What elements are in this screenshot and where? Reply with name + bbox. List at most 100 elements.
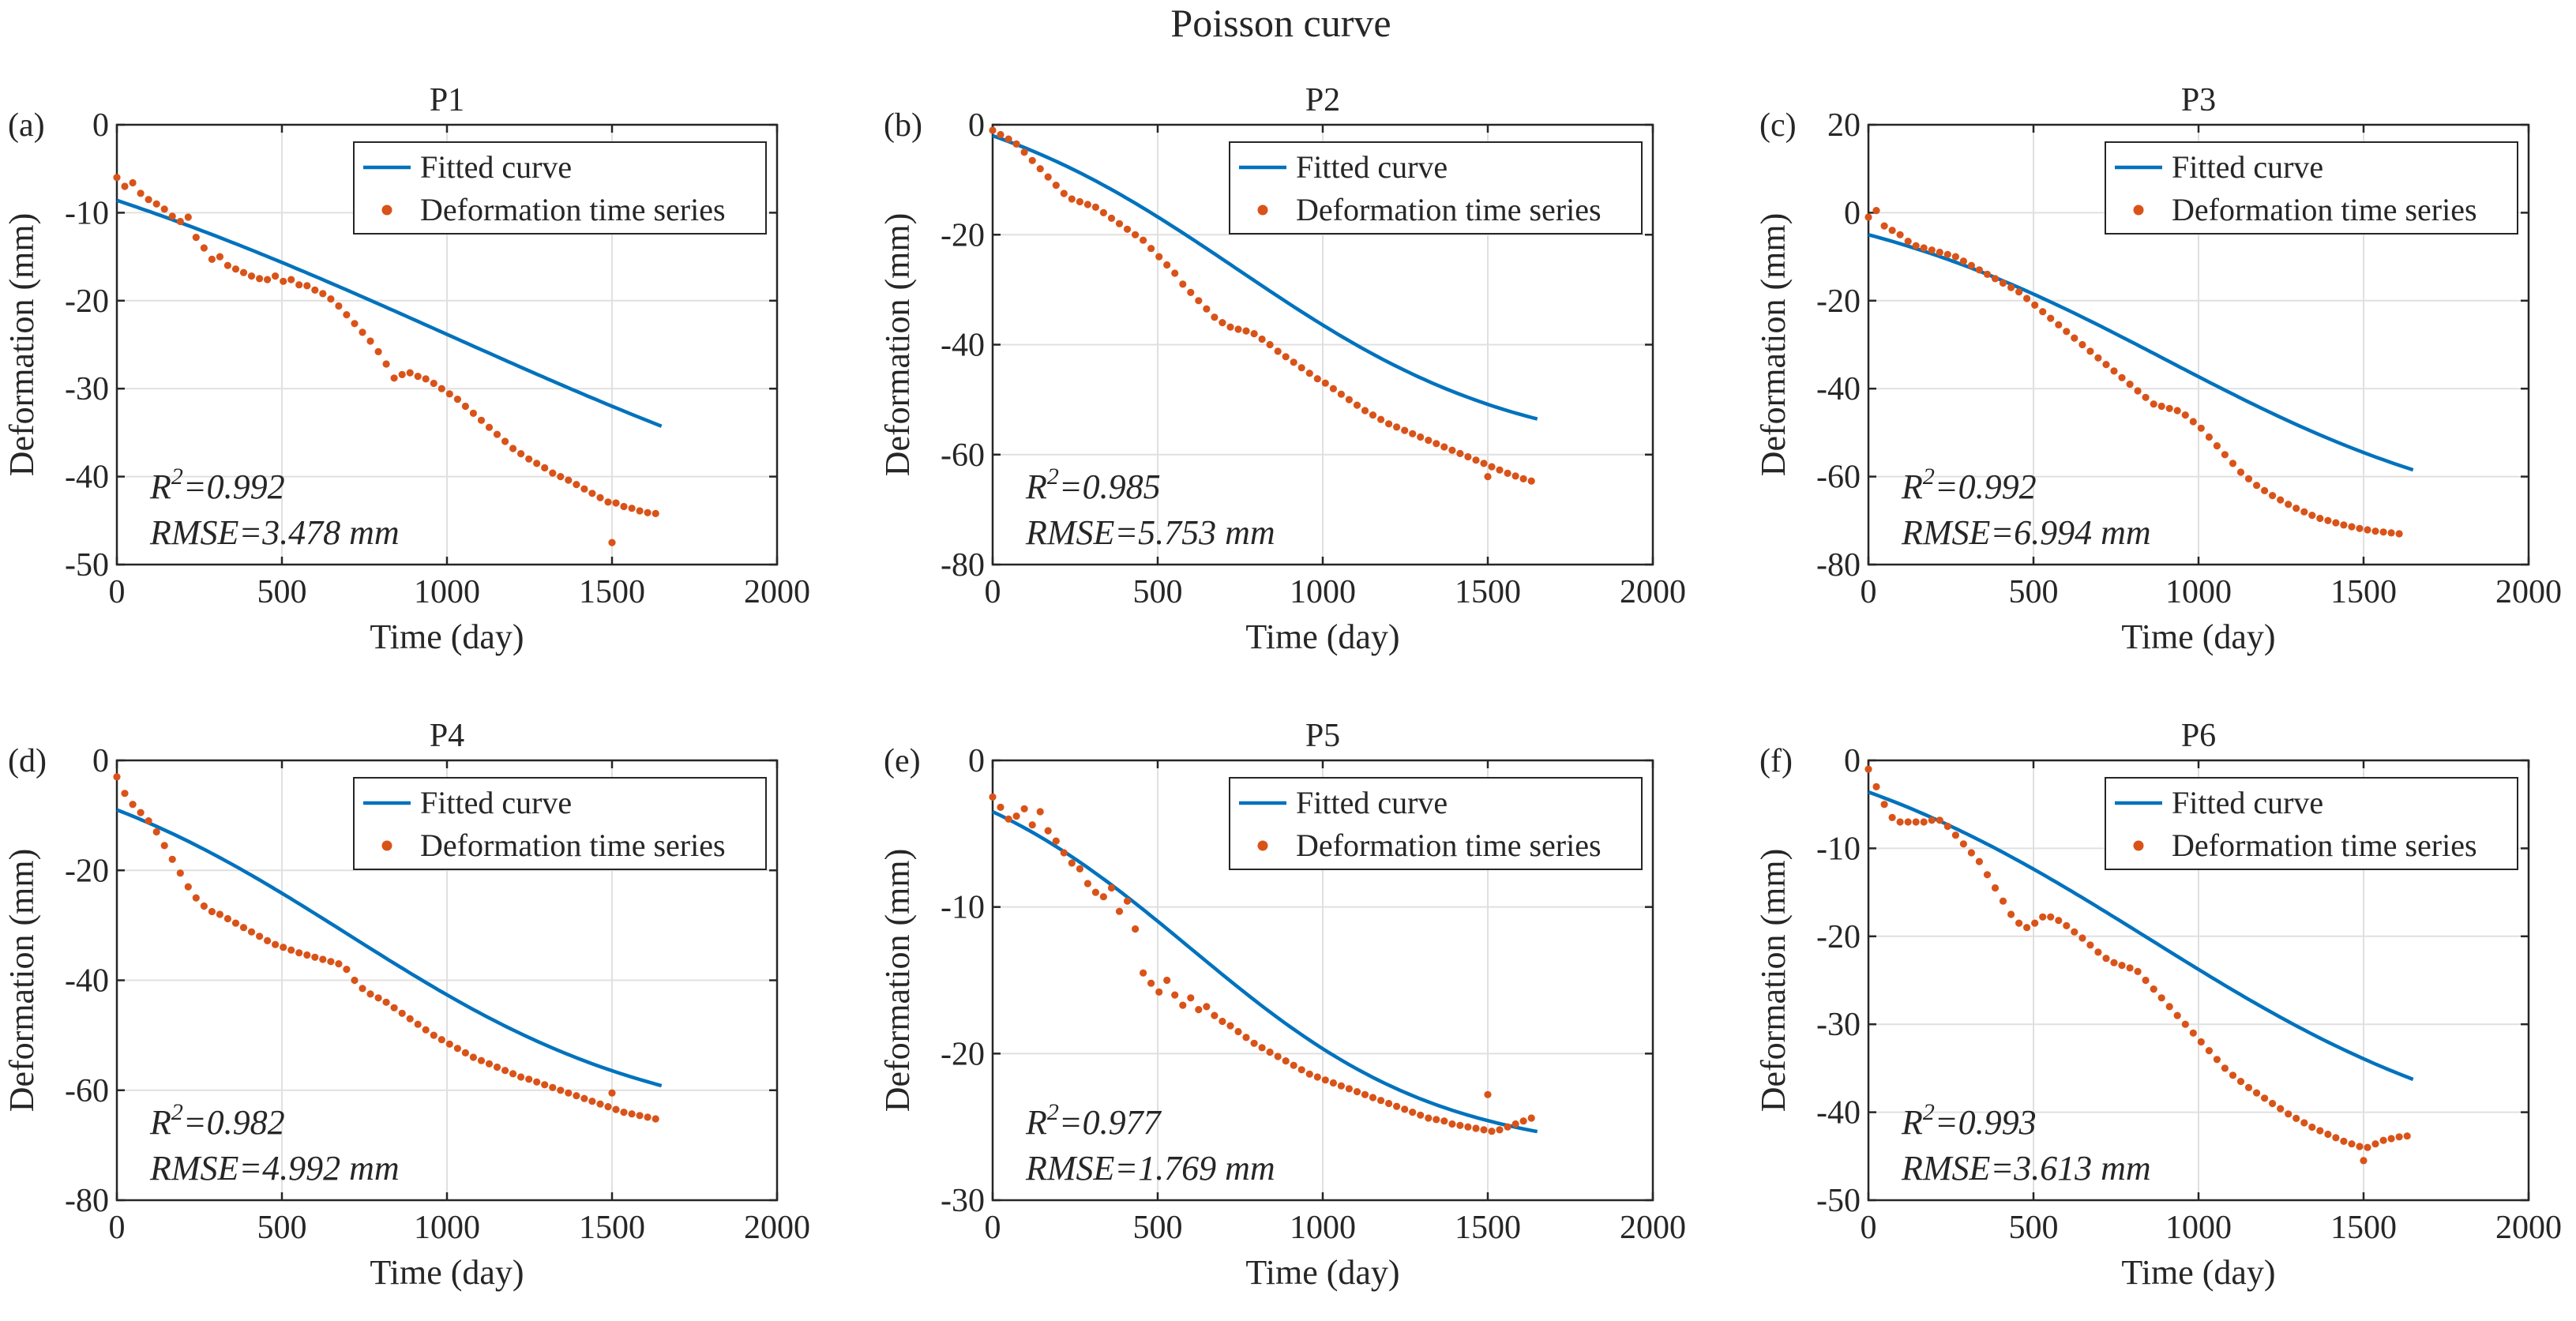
deformation-point [1417,1111,1425,1119]
deformation-point [1425,1114,1433,1122]
deformation-point [493,430,501,438]
deformation-point [1456,1121,1464,1129]
deformation-point [366,337,374,345]
deformation-point [200,244,208,252]
deformation-point [1163,261,1171,269]
deformation-point [612,499,620,507]
deformation-point [2395,530,2403,538]
deformation-point [2387,1135,2395,1143]
deformation-point [533,1078,541,1086]
deformation-point [272,272,280,280]
legend-fitted-label: Fitted curve [2172,149,2323,185]
deformation-point [1912,818,1920,826]
y-tick-label: -10 [941,890,985,926]
deformation-points [989,793,1535,1135]
deformation-point [588,1098,596,1105]
x-axis-label: Time (day) [1245,617,1399,656]
deformation-point [2269,492,2277,500]
deformation-point [1219,1017,1226,1026]
x-tick-label: 500 [257,1210,307,1246]
deformation-point [319,955,327,963]
deformation-point [573,1092,580,1100]
deformation-point [1266,340,1274,349]
deformation-point [1099,208,1107,216]
deformation-point [2102,361,2110,369]
deformation-point [652,1115,659,1123]
deformation-point [2157,402,2165,411]
deformation-point [295,949,303,957]
deformation-point [2086,347,2094,355]
deformation-point [1504,469,1511,478]
x-tick-label: 2000 [1620,1210,1686,1246]
deformation-point [2229,460,2237,467]
deformation-point [2031,919,2039,927]
deformation-point [445,390,453,398]
deformation-point [437,1036,445,1044]
deformation-point [1527,1114,1535,1122]
deformation-point [327,295,335,303]
x-tick-label: 2000 [744,574,810,610]
deformation-point [1099,893,1107,901]
deformation-point [1274,1053,1282,1060]
deformation-point [1187,994,1195,1002]
deformation-point [184,883,192,891]
deformation-point [335,960,343,968]
deformation-point [1361,407,1369,415]
deformation-point [1132,231,1140,238]
deformation-point [1297,364,1305,372]
deformation-point [2277,1105,2285,1113]
deformation-point [2118,962,2126,970]
deformation-point [280,944,287,951]
deformation-point [2047,314,2055,322]
deformation-point [137,190,145,197]
deformation-point [2356,1143,2364,1150]
deformation-point [1329,1079,1337,1087]
x-tick-label: 1500 [1455,1210,1521,1246]
deformation-point [2094,354,2102,362]
y-tick-label: -30 [65,371,109,407]
deformation-point [2126,381,2134,388]
deformation-point [1999,279,2007,287]
deformation-point [1036,165,1044,173]
deformation-point [1369,411,1377,419]
deformation-point [2332,1134,2340,1142]
deformation-point [2165,404,2173,412]
deformation-point [2007,283,2015,291]
y-tick-label: -30 [1816,1007,1861,1043]
deformation-point [1912,242,1920,250]
deformation-point [1951,253,1959,261]
deformation-point [1519,1117,1527,1125]
deformation-point [1140,236,1147,244]
deformation-point [303,951,311,959]
y-tick-label: -40 [65,460,109,496]
deformation-point [445,1040,453,1048]
deformation-point [1353,401,1361,409]
deformation-point [311,953,319,961]
x-tick-label: 1500 [579,574,645,610]
deformation-point [2047,913,2055,921]
deformation-point [1305,370,1313,377]
legend-fitted-label: Fitted curve [420,149,572,185]
deformation-point [1904,238,1912,246]
panel-title: P1 [430,82,464,118]
fitted-curve-line [992,133,1538,421]
deformation-point [374,347,382,355]
deformation-point [1115,220,1124,227]
deformation-point [2134,387,2142,395]
legend-observed-label: Deformation time series [420,192,726,227]
deformation-point [2332,519,2340,527]
y-axis-label: Deformation (mm) [1754,849,1793,1113]
r2-annotation: R2=0.985 [1025,463,1161,506]
deformation-point [1904,818,1912,826]
x-tick-label: 1500 [579,1210,645,1246]
deformation-point [1880,801,1888,809]
deformation-point [517,1073,525,1081]
panel-label: (e) [884,743,921,779]
x-tick-label: 1000 [414,574,480,610]
rmse-annotation: RMSE=3.478 mm [149,513,400,552]
y-tick-label: -30 [941,1183,985,1219]
deformation-point [239,924,248,932]
deformation-point [1020,805,1028,812]
deformation-point [2221,1064,2229,1072]
